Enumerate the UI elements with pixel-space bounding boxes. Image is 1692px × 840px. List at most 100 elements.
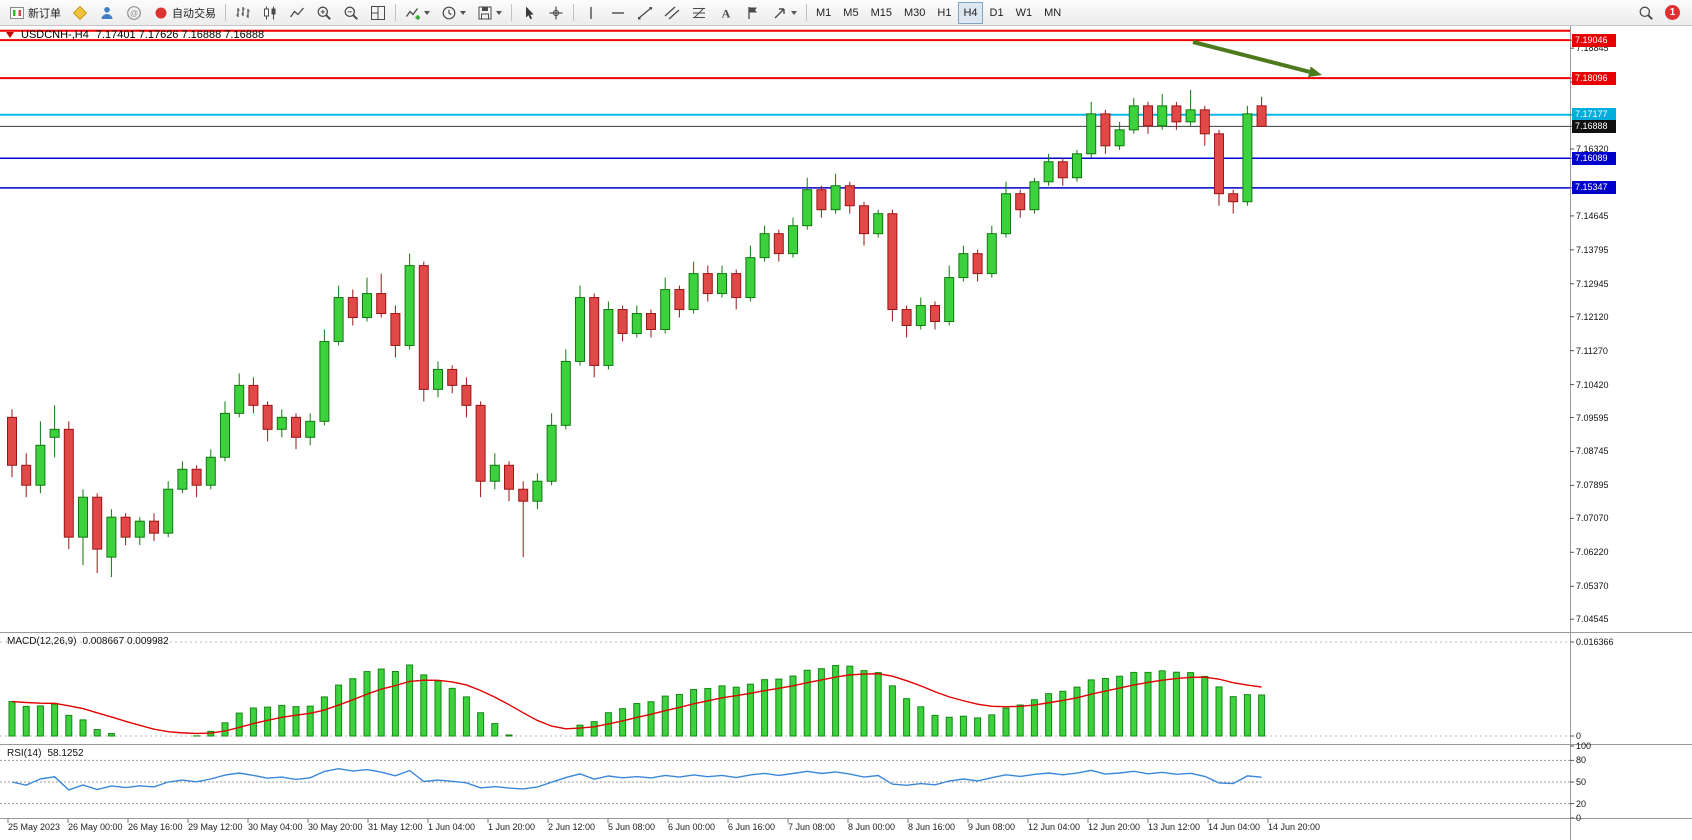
- timeframe-D1[interactable]: D1: [985, 2, 1009, 24]
- auto-trading-icon: [155, 7, 167, 18]
- metaeditor-button[interactable]: [67, 2, 93, 24]
- rsi-label: RSI(14) 58.1252: [7, 748, 90, 759]
- search-icon: [1639, 6, 1653, 20]
- candle: [276, 409, 287, 438]
- cursor-button[interactable]: [516, 2, 542, 24]
- price-tick-label: 7.16320: [1576, 144, 1609, 154]
- timeframe-M15[interactable]: M15: [866, 2, 897, 24]
- timeframe-M5[interactable]: M5: [838, 2, 863, 24]
- toolbar-separator: [806, 4, 807, 21]
- annotation-arrow[interactable]: [1192, 40, 1322, 78]
- candle: [1086, 101, 1097, 158]
- candle: [1128, 97, 1139, 134]
- price-line-label: 7.19046: [1572, 33, 1616, 47]
- candlestick-chart-button[interactable]: [257, 2, 283, 24]
- rsi-value: 58.1252: [47, 748, 84, 759]
- timeframe-M1[interactable]: M1: [811, 2, 836, 24]
- time-axis-label: 1 Jun 04:00: [428, 822, 476, 832]
- time-axis-label: 12 Jun 04:00: [1028, 822, 1081, 832]
- macd-histogram: [8, 664, 1266, 737]
- candle: [1242, 105, 1253, 206]
- new-order-label: 新订单: [28, 7, 61, 20]
- price-tick-label: 7.04545: [1576, 614, 1609, 625]
- candle: [347, 289, 358, 326]
- time-axis-label: 14 Jun 20:00: [1268, 822, 1321, 832]
- search-button[interactable]: [1633, 2, 1659, 24]
- time-axis-label: 5 Jun 08:00: [608, 822, 656, 832]
- clock-icon: [442, 6, 456, 19]
- price-tick-label: 7.13795: [1576, 244, 1609, 255]
- candle: [532, 473, 543, 510]
- fibonacci-icon: [693, 7, 705, 18]
- candle: [1029, 177, 1040, 214]
- candle: [759, 225, 770, 262]
- text-tool-button[interactable]: A: [713, 2, 739, 24]
- zoom-out-button[interactable]: [338, 2, 364, 24]
- candle: [901, 305, 912, 338]
- price-line-label: 7.15347: [1572, 181, 1616, 195]
- toolbar-separator: [573, 4, 574, 21]
- channel-icon: [664, 6, 680, 19]
- timeframe-H1[interactable]: H1: [932, 2, 956, 24]
- auto-trading-button[interactable]: 自动交易: [148, 2, 221, 24]
- timeframe-M30[interactable]: M30: [899, 2, 930, 24]
- templates-combo-button[interactable]: [472, 2, 507, 24]
- notification-badge[interactable]: 1: [1665, 5, 1680, 20]
- line-chart-button[interactable]: [284, 2, 310, 24]
- window-menu-icon[interactable]: [6, 32, 14, 38]
- time-axis-label: 29 May 12:00: [188, 822, 243, 832]
- fibonacci-tool-button[interactable]: [686, 2, 712, 24]
- bar-chart-button[interactable]: [230, 2, 256, 24]
- macd-signal-line: [11, 673, 1262, 735]
- periods-combo-button[interactable]: [436, 2, 471, 24]
- timeframe-W1[interactable]: W1: [1011, 2, 1038, 24]
- candle: [802, 177, 813, 230]
- rsi-axis-label: 100: [1576, 741, 1592, 751]
- candle: [702, 265, 713, 302]
- vertical-line-tool-button[interactable]: [578, 2, 604, 24]
- arrows-combo-button[interactable]: [767, 2, 802, 24]
- candle: [1114, 121, 1125, 150]
- candle: [177, 461, 188, 494]
- profile-button[interactable]: [94, 2, 120, 24]
- candle: [930, 301, 940, 330]
- chart-canvas[interactable]: [0, 26, 1692, 840]
- trendline-tool-button[interactable]: [632, 2, 658, 24]
- candle: [191, 465, 202, 498]
- new-order-icon: [10, 6, 24, 19]
- community-button[interactable]: @: [121, 2, 147, 24]
- candle: [617, 305, 628, 342]
- chevron-down-icon: [460, 11, 466, 18]
- label-tool-button[interactable]: [740, 2, 766, 24]
- zoom-in-button[interactable]: [311, 2, 337, 24]
- symbol-label: USDCNH-,H4: [21, 29, 89, 41]
- candle: [1157, 93, 1168, 130]
- timeframe-H4[interactable]: H4: [958, 1, 983, 24]
- ohlc-values: 7.17401 7.17626 7.16888 7.16888: [95, 29, 265, 41]
- price-tick-label: 7.12120: [1576, 311, 1609, 322]
- time-axis-label: 31 May 12:00: [368, 822, 423, 832]
- candle: [291, 413, 301, 450]
- bar-chart-icon: [236, 6, 250, 18]
- candle: [134, 517, 145, 546]
- vertical-line-icon: [590, 6, 592, 19]
- candle: [717, 265, 727, 298]
- horizontal-line-tool-button[interactable]: [605, 2, 631, 24]
- candle: [873, 209, 884, 238]
- indicators-combo-button[interactable]: [400, 2, 435, 24]
- time-axis-label: 25 May 2023: [8, 822, 61, 832]
- text-icon: A: [722, 6, 731, 20]
- timeframe-MN[interactable]: MN: [1039, 2, 1066, 24]
- time-axis-label: 9 Jun 08:00: [968, 822, 1016, 832]
- channel-tool-button[interactable]: [659, 2, 685, 24]
- candle: [376, 273, 387, 318]
- candle: [1228, 189, 1239, 214]
- macd-name: MACD(12,26,9): [7, 636, 77, 647]
- tile-windows-button[interactable]: [365, 2, 391, 24]
- candle: [986, 225, 997, 278]
- chart-window: USDCNH-,H4 7.17401 7.17626 7.16888 7.168…: [0, 26, 1692, 840]
- new-order-button[interactable]: 新订单: [4, 2, 66, 24]
- candle: [205, 449, 216, 490]
- crosshair-button[interactable]: [543, 2, 569, 24]
- price-tick-label: 7.18845: [1576, 43, 1609, 54]
